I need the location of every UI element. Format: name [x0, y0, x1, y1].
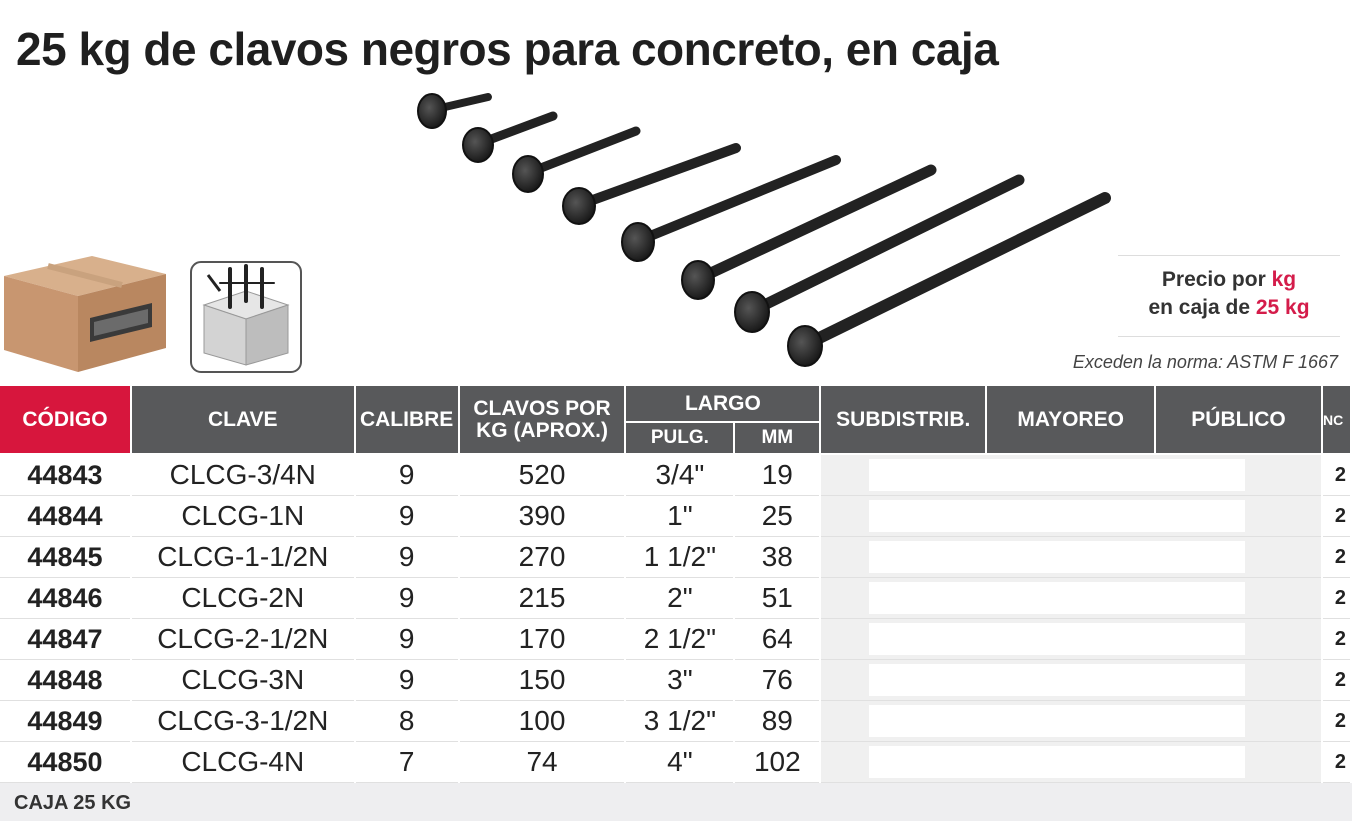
cell-mm: 64	[734, 618, 822, 660]
price-cells-blank	[820, 454, 1323, 496]
header-calibre: CALIBRE	[354, 386, 460, 455]
table-row: 44850 CLCG-4N 7 74 4" 102 2	[0, 741, 1352, 783]
cell-pulg: 3/4"	[625, 454, 736, 496]
product-table: CÓDIGO CLAVE CALIBRE CLAVOS POR KG (APROX…	[0, 386, 1352, 783]
cell-mm: 25	[734, 495, 822, 537]
cell-nc: 2	[1321, 454, 1352, 496]
cell-codigo: 44849	[0, 700, 132, 742]
cell-pulg: 3"	[625, 659, 736, 701]
cell-mm: 19	[734, 454, 822, 496]
cell-clave: CLCG-1N	[130, 495, 356, 537]
cell-mm: 76	[734, 659, 822, 701]
cell-clave: CLCG-1-1/2N	[130, 536, 356, 578]
cell-calibre: 7	[354, 741, 460, 783]
footer-label: CAJA 25 KG	[14, 792, 132, 814]
price-cells-blank	[820, 700, 1323, 742]
cell-nc: 2	[1321, 536, 1352, 578]
cell-clave: CLCG-3/4N	[130, 454, 356, 496]
cell-mm: 51	[734, 577, 822, 619]
price-cells-blank	[820, 536, 1323, 578]
page-title: 25 kg de clavos negros para concreto, en…	[16, 23, 999, 75]
cell-clavos: 215	[458, 577, 627, 619]
price-cells-blank	[820, 659, 1323, 701]
header-pulg: PULG.	[625, 422, 736, 455]
cell-clave: CLCG-4N	[130, 741, 356, 783]
cell-clave: CLCG-3-1/2N	[130, 700, 356, 742]
table-row: 44849 CLCG-3-1/2N 8 100 3 1/2" 89 2	[0, 700, 1352, 742]
table-row: 44844 CLCG-1N 9 390 1" 25 2	[0, 495, 1352, 537]
cell-codigo: 44845	[0, 536, 132, 578]
cell-clavos: 270	[458, 536, 627, 578]
cell-codigo: 44850	[0, 741, 132, 783]
cell-pulg: 2 1/2"	[625, 618, 736, 660]
cell-mm: 89	[734, 700, 822, 742]
cell-calibre: 9	[354, 536, 460, 578]
header-mayoreo: MAYOREO	[986, 386, 1157, 455]
cell-nc: 2	[1321, 659, 1352, 701]
cell-nc: 2	[1321, 577, 1352, 619]
norma-text: Exceden la norma: ASTM F 1667	[1072, 352, 1338, 372]
cell-codigo: 44843	[0, 454, 132, 496]
cell-mm: 38	[734, 536, 822, 578]
cell-nc: 2	[1321, 741, 1352, 783]
cell-nc: 2	[1321, 618, 1352, 660]
header-mm: MM	[734, 422, 822, 455]
header-nc: NC	[1321, 386, 1352, 455]
cell-clavos: 390	[458, 495, 627, 537]
price-note: Precio por kg en caja de 25 kg	[1118, 255, 1340, 337]
header-clavos-por-kg: CLAVOS POR KG (APROX.)	[458, 386, 627, 455]
table-row: 44845 CLCG-1-1/2N 9 270 1 1/2" 38 2	[0, 536, 1352, 578]
cell-clave: CLCG-2-1/2N	[130, 618, 356, 660]
cell-codigo: 44844	[0, 495, 132, 537]
price-cells-blank	[820, 741, 1323, 783]
cell-pulg: 3 1/2"	[625, 700, 736, 742]
footer-bar: CAJA 25 KG	[0, 783, 1352, 821]
cell-calibre: 9	[354, 659, 460, 701]
table-row: 44843 CLCG-3/4N 9 520 3/4" 19 2	[0, 454, 1352, 496]
cell-pulg: 1"	[625, 495, 736, 537]
cell-calibre: 9	[354, 577, 460, 619]
cell-codigo: 44846	[0, 577, 132, 619]
cardboard-box-image	[4, 256, 166, 372]
cell-nc: 2	[1321, 495, 1352, 537]
cell-clavos: 100	[458, 700, 627, 742]
cell-codigo: 44848	[0, 659, 132, 701]
cell-pulg: 1 1/2"	[625, 536, 736, 578]
cell-calibre: 9	[354, 454, 460, 496]
cell-codigo: 44847	[0, 618, 132, 660]
cell-pulg: 4"	[625, 741, 736, 783]
table-row: 44847 CLCG-2-1/2N 9 170 2 1/2" 64 2	[0, 618, 1352, 660]
price-cells-blank	[820, 495, 1323, 537]
cell-clavos: 520	[458, 454, 627, 496]
table-row: 44848 CLCG-3N 9 150 3" 76 2	[0, 659, 1352, 701]
cell-calibre: 9	[354, 618, 460, 660]
cell-clave: CLCG-3N	[130, 659, 356, 701]
cell-clavos: 74	[458, 741, 627, 783]
cell-pulg: 2"	[625, 577, 736, 619]
price-cells-blank	[820, 618, 1323, 660]
cell-nc: 2	[1321, 700, 1352, 742]
cell-mm: 102	[734, 741, 822, 783]
concrete-usage-icon	[190, 261, 302, 373]
header-clave: CLAVE	[130, 386, 356, 455]
nails-image	[417, 93, 1111, 367]
header-codigo: CÓDIGO	[0, 386, 132, 455]
cell-calibre: 9	[354, 495, 460, 537]
table-row: 44846 CLCG-2N 9 215 2" 51 2	[0, 577, 1352, 619]
header-publico: PÚBLICO	[1155, 386, 1323, 455]
cell-calibre: 8	[354, 700, 460, 742]
price-cells-blank	[820, 577, 1323, 619]
cell-clavos: 150	[458, 659, 627, 701]
header-largo: LARGO	[625, 386, 822, 423]
cell-clave: CLCG-2N	[130, 577, 356, 619]
header-subdistrib: SUBDISTRIB.	[820, 386, 988, 455]
cell-clavos: 170	[458, 618, 627, 660]
